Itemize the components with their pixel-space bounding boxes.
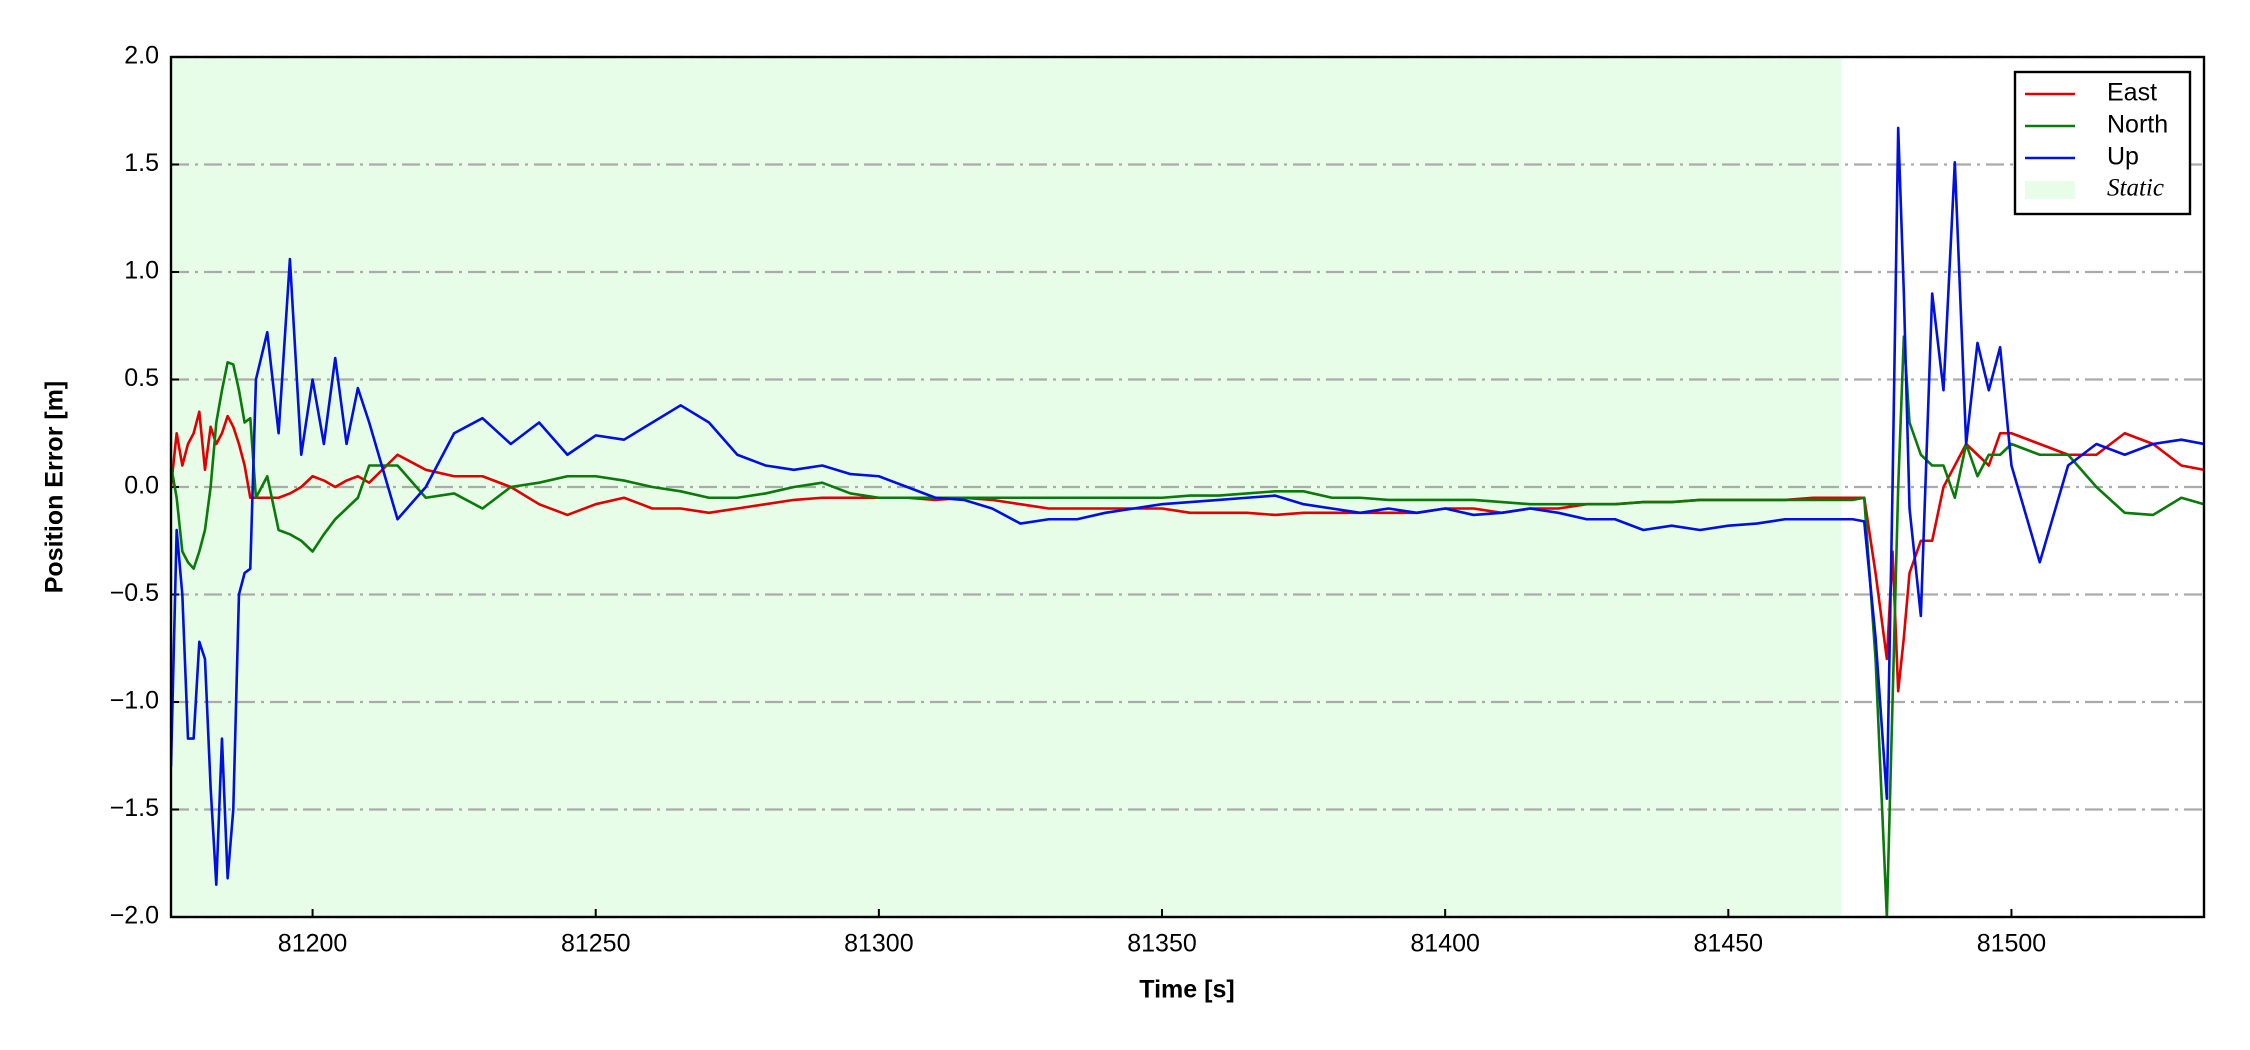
y-tick-label: −1.5 — [110, 794, 159, 822]
series-line — [171, 410, 2204, 693]
legend-label: Static — [2107, 175, 2164, 202]
x-tick-label: 81500 — [1977, 930, 2047, 958]
x-tick-label: 81350 — [1127, 930, 1197, 958]
x-axis-label: Time [s] — [1139, 976, 1234, 1004]
y-tick-label: 1.5 — [124, 149, 159, 177]
x-tick-label: 81300 — [844, 930, 914, 958]
y-tick-label: 0.0 — [124, 472, 159, 500]
y-axis-label: Position Error [m] — [41, 381, 69, 594]
x-tick-label: 81400 — [1410, 930, 1480, 958]
series-line — [171, 126, 2204, 887]
legend-label: East — [2107, 79, 2157, 107]
y-tick-label: −2.0 — [110, 902, 159, 930]
y-tick-label: −0.5 — [110, 579, 159, 607]
legend-label: Up — [2107, 143, 2139, 171]
plot-frame — [169, 55, 2206, 919]
y-tick-label: 1.0 — [124, 257, 159, 285]
x-tick-label: 81250 — [561, 930, 631, 958]
y-tick-label: −1.0 — [110, 687, 159, 715]
y-tick-label: 2.0 — [124, 42, 159, 70]
legend-label: North — [2107, 111, 2168, 139]
legend-swatch — [2025, 181, 2075, 199]
x-tick-label: 81200 — [278, 930, 348, 958]
y-tick-label: 0.5 — [124, 364, 159, 392]
x-tick-label: 81450 — [1694, 930, 1764, 958]
